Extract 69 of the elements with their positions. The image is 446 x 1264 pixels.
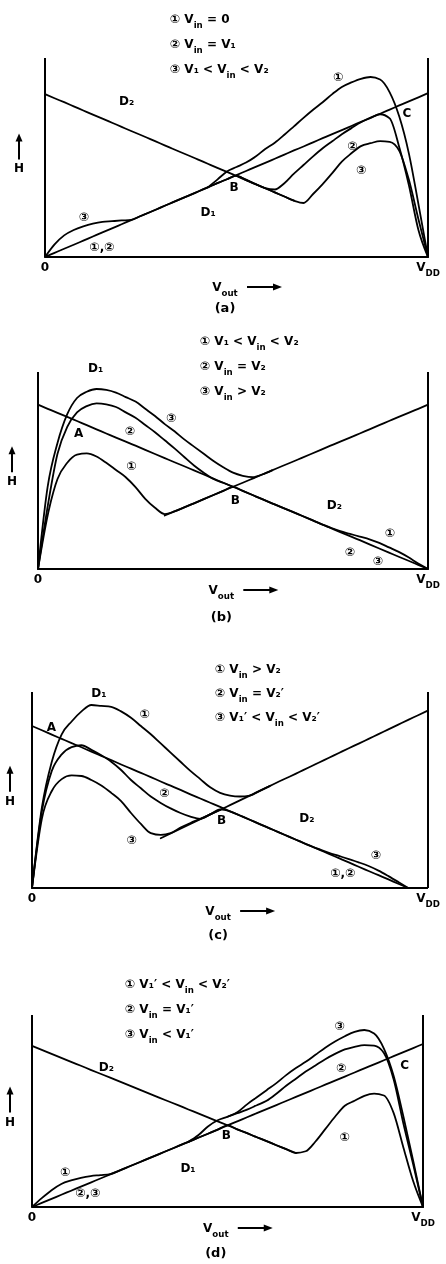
annotation: C bbox=[402, 106, 412, 120]
annotation: ③ bbox=[356, 163, 367, 178]
annotation: ③ V₁ < V$_{in}$ < V₂ bbox=[170, 62, 269, 80]
annotation: ②,③ bbox=[75, 1186, 101, 1201]
text: D₁ bbox=[88, 360, 104, 375]
annotation: ① bbox=[385, 526, 396, 540]
annotation: D₂ bbox=[118, 94, 135, 109]
annotation: C bbox=[400, 1057, 410, 1072]
annotation: B bbox=[221, 1127, 231, 1142]
y-axis-title: H bbox=[4, 1114, 16, 1129]
text: (d) bbox=[205, 1245, 227, 1260]
annotation: ① bbox=[126, 459, 137, 474]
x-tick-label: 0 bbox=[33, 572, 43, 586]
annotation: ① bbox=[333, 70, 344, 84]
x-tick-label: 0 bbox=[40, 260, 50, 274]
text: ② V$_{in}$ = V₁′ bbox=[125, 1002, 194, 1020]
text: ① V₁′ < V$_{in}$ < V₂′ bbox=[125, 977, 230, 995]
x-axis-title: V$_{out}$ bbox=[203, 1221, 229, 1239]
annotation: ③ bbox=[334, 1018, 345, 1033]
x-axis-title: V$_{out}$ bbox=[208, 583, 235, 601]
x-tick-label: 0 bbox=[27, 1210, 37, 1224]
annotation: ①,② bbox=[330, 865, 356, 880]
x-tick-label: 0 bbox=[27, 891, 37, 905]
y-axis-title: H bbox=[13, 161, 25, 176]
text: ② V$_{in}$ = V₂ bbox=[200, 359, 266, 377]
annotation: B bbox=[230, 492, 240, 507]
y-axis-title: H bbox=[4, 793, 16, 808]
text: D₁ bbox=[91, 686, 107, 701]
text: ② V$_{in}$ = V₁ bbox=[170, 37, 236, 55]
text: (a) bbox=[214, 300, 236, 315]
annotation: A bbox=[73, 425, 84, 440]
annotation: D₂ bbox=[299, 811, 315, 826]
annotation: D₂ bbox=[326, 497, 343, 512]
annotation: ③ bbox=[78, 209, 90, 224]
annotation: D₁ bbox=[180, 1161, 196, 1176]
annotation: ③ V$_{in}$ > V₂ bbox=[200, 384, 266, 402]
text: ① V$_{in}$ = 0 bbox=[170, 12, 230, 30]
x-axis-title: V$_{out}$ bbox=[205, 904, 231, 922]
annotation: ③ V$_{in}$ < V₁′ bbox=[125, 1027, 194, 1045]
annotation: ② bbox=[336, 1061, 347, 1076]
annotation: ① bbox=[60, 1164, 71, 1179]
annotation: ① bbox=[339, 1129, 350, 1144]
annotation: B bbox=[217, 813, 227, 828]
annotation: ③ bbox=[372, 554, 384, 569]
annotation: ② bbox=[159, 785, 170, 800]
x-tick-label: V$_{DD}$ bbox=[416, 260, 440, 278]
x-axis-title: V$_{out}$ bbox=[212, 280, 238, 298]
y-axis-title: H bbox=[6, 474, 18, 489]
x-tick-label: V$_{DD}$ bbox=[416, 891, 440, 909]
annotation: ①,② bbox=[89, 239, 115, 254]
annotation: A bbox=[46, 719, 57, 734]
annotation: ② bbox=[124, 424, 136, 439]
text: ① V$_{in}$ > V₂ bbox=[215, 662, 281, 680]
annotation: ② bbox=[347, 138, 358, 153]
annotation: ③ bbox=[166, 410, 177, 425]
annotation: D₁ bbox=[200, 204, 216, 219]
annotation: ③ V₁′ < V$_{in}$ < V₂′ bbox=[215, 710, 320, 728]
text: ① V₁ < V$_{in}$ < V₂ bbox=[200, 334, 299, 352]
annotation: ② bbox=[344, 544, 356, 559]
annotation: ③ bbox=[126, 832, 137, 847]
annotation: B bbox=[229, 179, 239, 194]
x-tick-label: V$_{DD}$ bbox=[411, 1210, 435, 1228]
x-tick-label: V$_{DD}$ bbox=[416, 572, 440, 590]
text: ② V$_{in}$ = V₂′ bbox=[215, 686, 284, 704]
text: (c) bbox=[208, 927, 228, 942]
annotation: ③ bbox=[371, 847, 382, 862]
annotation: ① bbox=[139, 707, 150, 722]
annotation: D₂ bbox=[98, 1059, 114, 1074]
text: (b) bbox=[210, 609, 232, 624]
